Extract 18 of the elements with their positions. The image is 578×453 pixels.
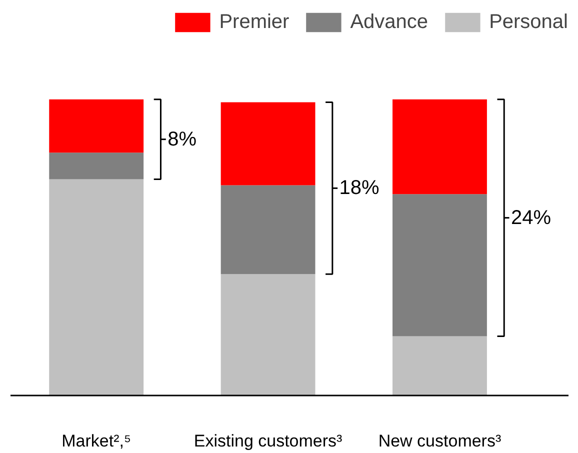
x-tick-label: New customers³ <box>378 432 502 450</box>
bar <box>220 274 316 396</box>
annotation: 18% <box>339 177 380 200</box>
legend-label: Premier <box>219 10 290 34</box>
legend-label: Personal <box>489 10 568 34</box>
x-tick-label: Existing customers³ <box>194 432 343 450</box>
annotation: 24% <box>510 206 552 229</box>
bar <box>49 152 144 180</box>
bar <box>392 99 487 194</box>
bar <box>49 99 144 153</box>
legend-label: Advance <box>350 10 428 34</box>
bar <box>220 102 316 186</box>
bar <box>49 179 144 396</box>
bar <box>220 185 316 274</box>
bar <box>392 336 487 396</box>
annotation: 8% <box>168 128 197 150</box>
bar <box>392 194 487 336</box>
x-tick-label: Market²,⁵ <box>62 432 132 450</box>
